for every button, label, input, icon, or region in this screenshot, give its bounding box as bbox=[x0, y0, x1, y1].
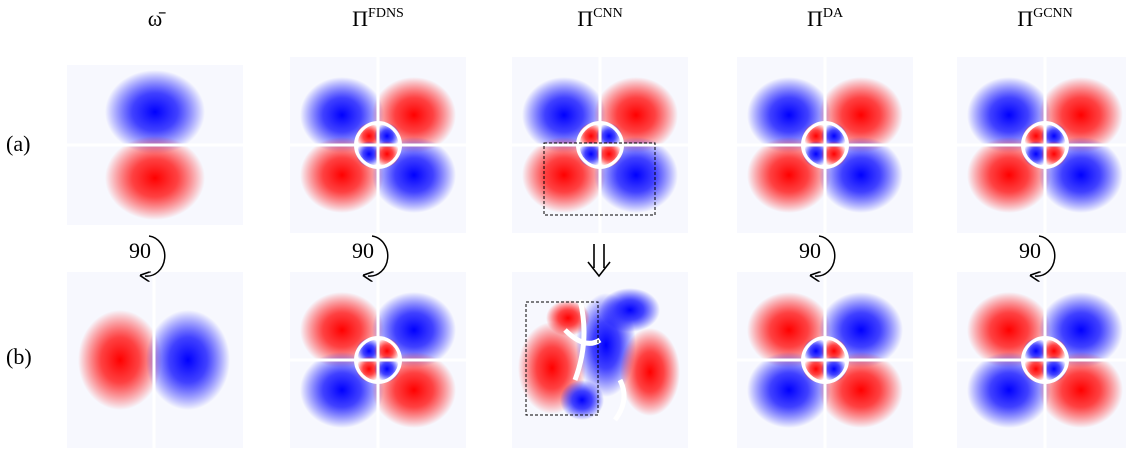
rotation-arrow bbox=[815, 235, 836, 276]
rotation-label: 90 bbox=[352, 238, 374, 263]
header-base: Π bbox=[807, 6, 823, 31]
header-sup: CNN bbox=[593, 6, 623, 21]
streak bbox=[563, 299, 627, 422]
row-label: (b) bbox=[6, 344, 32, 369]
header-base: Π bbox=[1017, 6, 1033, 31]
column-header: ΠGCNN bbox=[1017, 6, 1073, 31]
ring bbox=[801, 336, 849, 384]
header-sup: DA bbox=[823, 6, 844, 21]
header-base: Π bbox=[577, 6, 593, 31]
vortex-blob bbox=[146, 310, 230, 410]
column-header: ΠFDNS bbox=[352, 6, 404, 31]
rotation-arrow bbox=[1035, 235, 1056, 276]
header-sup: GCNN bbox=[1033, 6, 1073, 21]
rotation-arrow bbox=[368, 235, 389, 276]
header-base: ω̄ bbox=[148, 6, 166, 31]
vortex-blob bbox=[105, 136, 205, 220]
rotation-label: 90 bbox=[1019, 238, 1041, 263]
rotation-label: 90 bbox=[799, 238, 821, 263]
vortex-blob bbox=[546, 300, 590, 336]
dashed-box bbox=[543, 142, 656, 216]
column-header: ω̄ bbox=[148, 6, 166, 31]
column-header: ΠDA bbox=[807, 6, 844, 31]
down-arrow bbox=[587, 244, 611, 278]
ring bbox=[1021, 336, 1069, 384]
dashed-box bbox=[525, 301, 599, 416]
labels: ω̄ ΠFDNS ΠCNN ΠDA ΠGCNN(a)(b)90 90 90 90 bbox=[6, 6, 1073, 369]
ring bbox=[1021, 121, 1069, 169]
row-label: (a) bbox=[6, 131, 30, 156]
panels bbox=[67, 57, 1126, 448]
vortex-blob bbox=[78, 310, 162, 410]
rotation-label: 90 bbox=[129, 238, 151, 263]
header-sup: FDNS bbox=[368, 6, 404, 21]
ring bbox=[354, 121, 402, 169]
header-base: Π bbox=[352, 6, 368, 31]
rotation-arrow bbox=[145, 235, 166, 276]
vortex-blob bbox=[105, 70, 205, 154]
vortex-blob bbox=[600, 288, 660, 332]
vortex-blob bbox=[620, 328, 680, 416]
column-header: ΠCNN bbox=[577, 6, 622, 31]
ring bbox=[354, 336, 402, 384]
ring bbox=[801, 121, 849, 169]
vortex-blob bbox=[560, 380, 604, 420]
ring bbox=[576, 121, 624, 169]
